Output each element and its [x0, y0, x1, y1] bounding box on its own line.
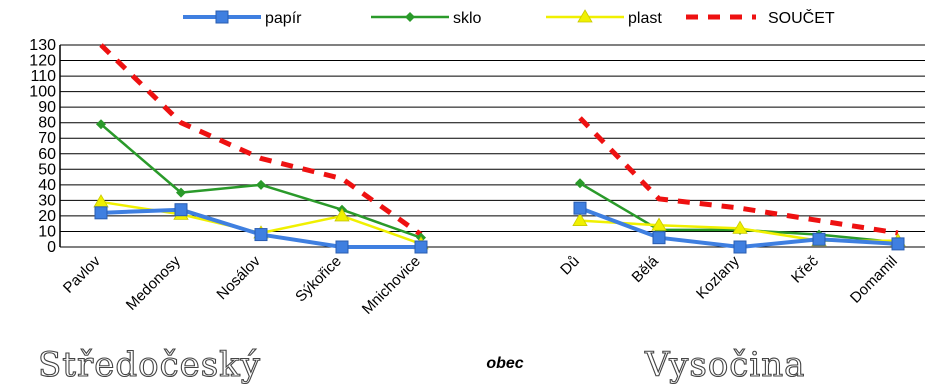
data-point [892, 238, 904, 250]
y-tick-label: 20 [38, 208, 56, 225]
data-point [813, 233, 825, 245]
data-point [94, 195, 108, 207]
x-tick-label: Bělá [629, 252, 663, 286]
y-tick-label: 80 [38, 115, 56, 132]
data-point [256, 180, 266, 190]
y-tick-label: 120 [29, 53, 56, 70]
x-tick-label: Sýkořice [292, 253, 345, 306]
x-tick-label: Domamil [847, 253, 901, 307]
y-tick-label: 50 [38, 161, 56, 178]
data-point [574, 202, 586, 214]
legend-label: SOUČET [768, 8, 835, 27]
y-tick-label: 10 [38, 223, 56, 240]
x-tick-label: Dů [557, 253, 583, 279]
legend-marker [405, 12, 415, 22]
legend: papír sklo plast SOUČET [183, 8, 835, 27]
x-axis: Pavlov Medonosy Nosálov Sýkořice Mnichovice D… [60, 252, 901, 318]
y-tick-label: 130 [29, 37, 56, 54]
x-tick-label: Křeč [788, 252, 822, 286]
x-tick-label: Kozlany [693, 252, 743, 302]
y-tick-label: 30 [38, 192, 56, 209]
data-point [653, 232, 665, 244]
data-point [734, 241, 746, 253]
x-tick-label: Medonosy [123, 252, 184, 313]
y-tick-label: 100 [29, 84, 56, 101]
data-point [255, 229, 267, 241]
region-label-left: Středočeský [38, 345, 261, 385]
legend-label: plast [628, 10, 662, 27]
y-tick-label: 70 [38, 130, 56, 147]
legend-label: papír [265, 10, 302, 27]
data-point [573, 214, 587, 226]
x-tick-label: Nosálov [213, 252, 264, 303]
y-tick-label: 40 [38, 177, 56, 194]
region-label-right: Vysočina [644, 345, 805, 385]
data-point [95, 207, 107, 219]
legend-label: sklo [453, 10, 482, 27]
data-point [336, 241, 348, 253]
data-point [415, 241, 427, 253]
series-line-součet [101, 45, 421, 235]
y-tick-label: 110 [30, 68, 56, 85]
y-tick-label: 90 [38, 99, 56, 116]
x-tick-label: Pavlov [60, 252, 104, 296]
y-tick-label: 60 [38, 146, 56, 163]
x-tick-label: Mnichovice [359, 253, 424, 318]
x-axis-title: obec [486, 355, 523, 372]
data-point [175, 204, 187, 216]
y-tick-label: 0 [47, 239, 56, 256]
legend-marker [216, 11, 228, 23]
